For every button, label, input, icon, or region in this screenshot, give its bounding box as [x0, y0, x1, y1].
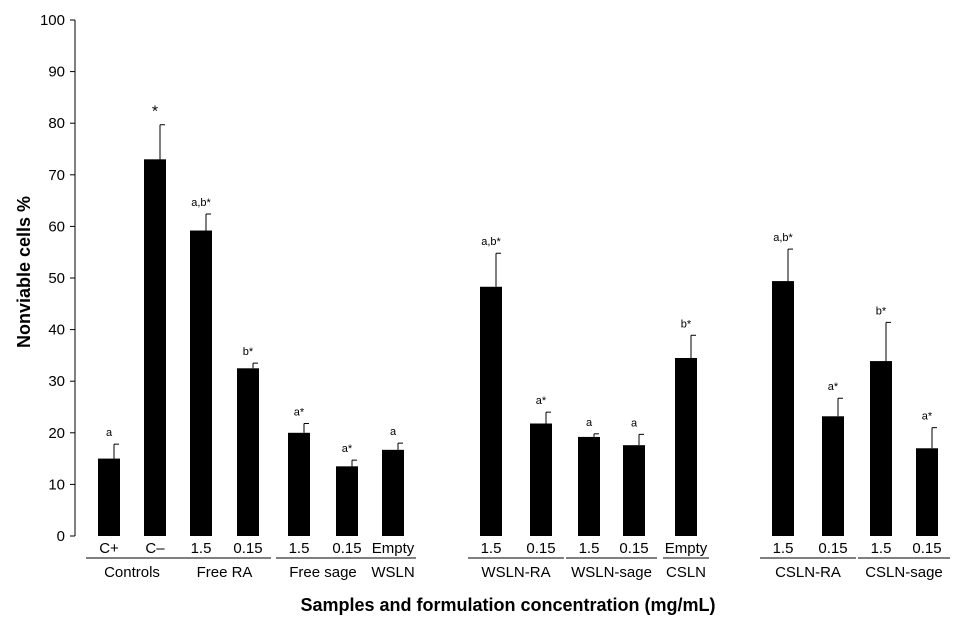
significance-label: b* — [681, 318, 692, 330]
x-tick-label: 1.5 — [579, 540, 600, 557]
labels: 0 10 20 30 40 50 60 70 80 90 100 a C+ * C– a,b* 1.5 b* 0.1… — [40, 12, 943, 581]
bar — [237, 368, 259, 536]
significance-label: a* — [536, 395, 547, 407]
significance-label: a* — [922, 411, 933, 423]
y-tick-label: 100 — [40, 12, 65, 29]
significance-label: a* — [342, 443, 353, 455]
x-tick-label: 0.15 — [912, 540, 941, 557]
x-tick-label: 0.15 — [233, 540, 262, 557]
significance-label: a,b* — [481, 236, 501, 248]
bar — [288, 432, 310, 536]
y-tick-label: 40 — [48, 322, 65, 339]
significance-label: a — [631, 417, 638, 429]
x-tick-label: 1.5 — [481, 540, 502, 557]
y-tick-label: 80 — [48, 115, 65, 132]
bar — [870, 361, 892, 536]
bars — [98, 124, 938, 536]
bar — [578, 436, 600, 536]
y-tick-label: 20 — [48, 425, 65, 442]
bar — [675, 357, 697, 536]
bar — [98, 458, 120, 536]
y-tick-label: 0 — [57, 528, 65, 545]
significance-label: a — [390, 426, 397, 438]
group-label: Free RA — [197, 564, 253, 581]
x-tick-label: C+ — [99, 540, 119, 557]
axes — [70, 19, 950, 559]
group-label: CSLN-RA — [775, 564, 841, 581]
x-tick-label: 0.15 — [818, 540, 847, 557]
group-label: CSLN-sage — [865, 564, 943, 581]
group-label: WSLN-RA — [481, 564, 550, 581]
significance-label: b* — [243, 346, 254, 358]
group-label: WSLN-sage — [571, 564, 652, 581]
x-tick-label: Empty — [372, 540, 415, 557]
x-tick-label: 1.5 — [191, 540, 212, 557]
bar — [822, 416, 844, 536]
group-label: CSLN — [666, 564, 706, 581]
significance-label: a,b* — [773, 232, 793, 244]
bar — [190, 230, 212, 536]
group-label: WSLN — [371, 564, 414, 581]
x-tick-label: 0.15 — [526, 540, 555, 557]
bar — [336, 466, 358, 536]
bar — [916, 448, 938, 536]
group-label: Controls — [104, 564, 160, 581]
y-tick-label: 60 — [48, 218, 65, 235]
x-axis-title: Samples and formulation concentration (m… — [300, 595, 715, 615]
significance-label: a — [586, 417, 593, 429]
bar — [530, 423, 552, 536]
bar — [480, 286, 502, 536]
y-tick-label: 90 — [48, 64, 65, 81]
significance-label: a — [106, 427, 113, 439]
x-tick-label: 0.15 — [619, 540, 648, 557]
significance-label: b* — [876, 305, 887, 317]
x-tick-label: Empty — [665, 540, 708, 557]
x-tick-label: C– — [145, 540, 165, 557]
y-tick-label: 30 — [48, 373, 65, 390]
bar — [623, 445, 645, 536]
bar — [144, 159, 166, 536]
group-label: Free sage — [289, 564, 357, 581]
y-tick-label: 50 — [48, 270, 65, 287]
significance-label: a* — [294, 407, 305, 419]
x-tick-label: 1.5 — [773, 540, 794, 557]
y-tick-label: 10 — [48, 476, 65, 493]
significance-label: a* — [828, 381, 839, 393]
significance-label: * — [152, 104, 158, 121]
y-axis-title: Nonviable cells % — [14, 196, 34, 348]
bar — [772, 281, 794, 536]
bar — [382, 449, 404, 536]
x-tick-label: 0.15 — [332, 540, 361, 557]
significance-label: a,b* — [191, 197, 211, 209]
x-tick-label: 1.5 — [289, 540, 310, 557]
y-tick-label: 70 — [48, 167, 65, 184]
x-tick-label: 1.5 — [871, 540, 892, 557]
